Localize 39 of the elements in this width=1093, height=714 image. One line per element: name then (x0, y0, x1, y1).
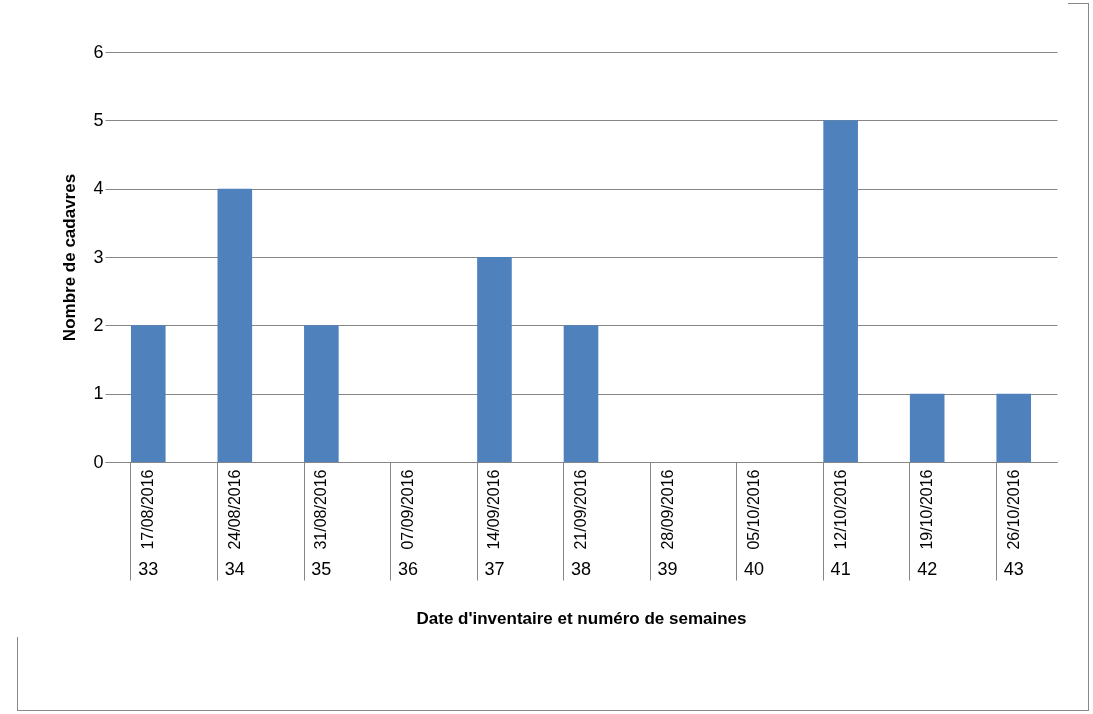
text: 43 (1003, 559, 1024, 579)
x-tick-label: 24/08/2016 (225, 469, 243, 550)
text: 41 (830, 559, 851, 579)
bar (909, 393, 945, 462)
x-tick-label: 26/10/2016 (1004, 469, 1022, 550)
bar (130, 325, 166, 462)
y-tick-label: 1 (93, 383, 104, 404)
x-tick-label: 05/10/2016 (745, 469, 763, 550)
x-tick-label: 21/09/2016 (572, 469, 589, 550)
x-tick-label: 14/09/2016 (485, 469, 503, 550)
bar (304, 325, 339, 462)
text: 37 (484, 559, 505, 579)
x-tick-label: 19/10/2016 (918, 469, 936, 550)
y-tick-label: 5 (93, 109, 104, 130)
y-tick-label: 3 (93, 246, 104, 267)
x-tick-label: 31/08/2016 (312, 469, 330, 550)
y-tick-label: 6 (93, 41, 104, 62)
text: 34 (224, 559, 245, 579)
text: 39 (657, 559, 678, 579)
bar (563, 325, 599, 462)
bar (217, 188, 253, 462)
text: 38 (570, 559, 592, 579)
text: 35 (311, 559, 332, 579)
text: 36 (397, 559, 418, 579)
text: 33 (138, 559, 159, 579)
bar (477, 257, 512, 462)
text: 40 (744, 559, 765, 579)
x-tick-label: 28/09/2016 (658, 469, 676, 550)
y-axis-title: Nombre de cadavres (60, 173, 80, 342)
y-tick-label: 0 (93, 451, 104, 472)
bar (996, 393, 1032, 462)
x-tick-label: 12/10/2016 (831, 469, 849, 550)
x-tick-label: 07/09/2016 (398, 469, 416, 550)
bar (823, 120, 858, 462)
y-tick-label: 2 (93, 314, 104, 335)
text: 42 (917, 559, 938, 579)
y-tick-label: 4 (93, 178, 104, 199)
x-tick-label: 17/08/2016 (139, 469, 157, 550)
x-axis-title: Date d'inventaire et numéro de semaines (416, 609, 747, 628)
